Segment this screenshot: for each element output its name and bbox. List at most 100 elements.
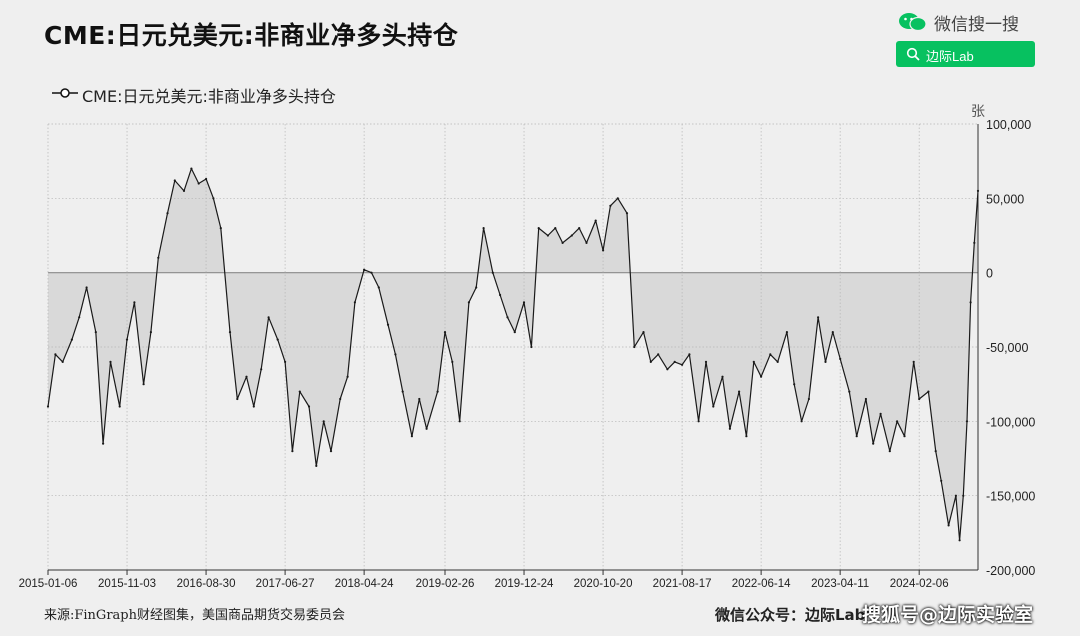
data-point [973, 241, 976, 244]
data-point [831, 331, 834, 334]
legend-label: CME:日元兑美元:非商业净多头持仓 [82, 87, 336, 106]
x-tick-label: 2021-08-17 [653, 578, 712, 590]
data-point [912, 360, 915, 363]
data-point [205, 177, 208, 181]
data-point [817, 316, 820, 319]
data-point [142, 383, 145, 386]
data-point [616, 197, 619, 200]
data-point [546, 234, 550, 237]
data-point [339, 397, 342, 401]
data-point [785, 331, 789, 334]
data-point [401, 390, 404, 393]
data-point [353, 301, 356, 304]
data-point [418, 397, 421, 401]
series-area [48, 168, 978, 541]
data-point [969, 301, 972, 304]
data-point [133, 301, 136, 304]
data-point [219, 227, 222, 230]
data-point [958, 539, 961, 542]
data-point [125, 338, 129, 341]
y-tick-label: 100,000 [986, 118, 1031, 132]
data-point [94, 331, 97, 334]
data-point [109, 360, 112, 363]
wechat-logo-icon [899, 13, 927, 32]
data-point [940, 479, 943, 482]
data-point [182, 189, 186, 192]
data-point [561, 241, 564, 244]
data-point [322, 420, 325, 423]
data-point [633, 345, 636, 349]
data-point [888, 450, 891, 453]
data-point [102, 442, 105, 445]
data-point [276, 338, 279, 341]
data-point [513, 331, 516, 334]
data-point [149, 331, 152, 334]
data-point [642, 331, 645, 334]
data-point [467, 301, 470, 304]
wechat-search-button[interactable]: 边际Lab [896, 41, 1035, 67]
data-point [855, 435, 858, 438]
data-point [927, 390, 930, 393]
data-point [173, 179, 176, 182]
data-point [839, 357, 842, 360]
data-point [315, 464, 318, 467]
data-point [570, 234, 573, 237]
data-point [298, 390, 301, 393]
data-point [554, 227, 557, 230]
data-point [197, 182, 200, 185]
data-point [236, 397, 239, 401]
data-point [530, 345, 533, 349]
source-note: 来源:FinGraph财经图集，美国商品期货交易委员会 [44, 608, 345, 623]
data-point [760, 375, 763, 378]
data-point [965, 420, 969, 423]
data-point [443, 331, 447, 334]
data-point [307, 405, 311, 408]
data-point [769, 353, 772, 356]
data-point [976, 189, 980, 192]
data-point [363, 268, 366, 271]
data-point [879, 412, 882, 415]
x-tick-label: 2017-06-27 [256, 578, 315, 590]
data-point [267, 316, 270, 319]
search-button-label: 边际Lab [926, 49, 974, 64]
data-point [252, 405, 255, 408]
data-point [61, 360, 64, 363]
y-tick-label: 50,000 [986, 192, 1024, 206]
data-point [688, 353, 691, 356]
x-tick-label: 2022-06-14 [732, 578, 791, 590]
data-point [745, 435, 748, 438]
data-point [212, 197, 215, 200]
data-point [962, 494, 965, 497]
data-point [872, 442, 875, 445]
data-point [954, 494, 958, 497]
x-tick-label: 2015-11-03 [98, 578, 156, 590]
x-tick-label: 2018-04-24 [335, 578, 394, 590]
search-icon [906, 47, 920, 61]
data-point [491, 271, 494, 274]
y-tick-label: -100,000 [986, 415, 1035, 429]
x-tick-label: 2016-08-30 [177, 578, 236, 590]
data-point [228, 331, 232, 334]
data-point [386, 323, 390, 326]
data-point [594, 219, 597, 222]
data-point [793, 383, 796, 386]
data-point [712, 405, 715, 408]
legend-marker-icon [52, 88, 78, 98]
data-point [425, 427, 428, 430]
data-point [245, 375, 248, 378]
wechat-search-label[interactable]: 微信搜一搜 [898, 10, 1048, 35]
data-point [602, 249, 605, 252]
data-point [585, 241, 588, 244]
y-axis-unit: 张 [971, 104, 985, 120]
data-point [848, 390, 851, 393]
data-point [54, 353, 57, 356]
data-point [260, 368, 263, 371]
y-tick-label: -150,000 [986, 490, 1035, 504]
data-point [728, 427, 732, 430]
data-point [752, 360, 755, 363]
data-point [291, 450, 294, 453]
data-point [649, 360, 652, 363]
data-point [738, 390, 741, 393]
data-point [394, 353, 397, 356]
